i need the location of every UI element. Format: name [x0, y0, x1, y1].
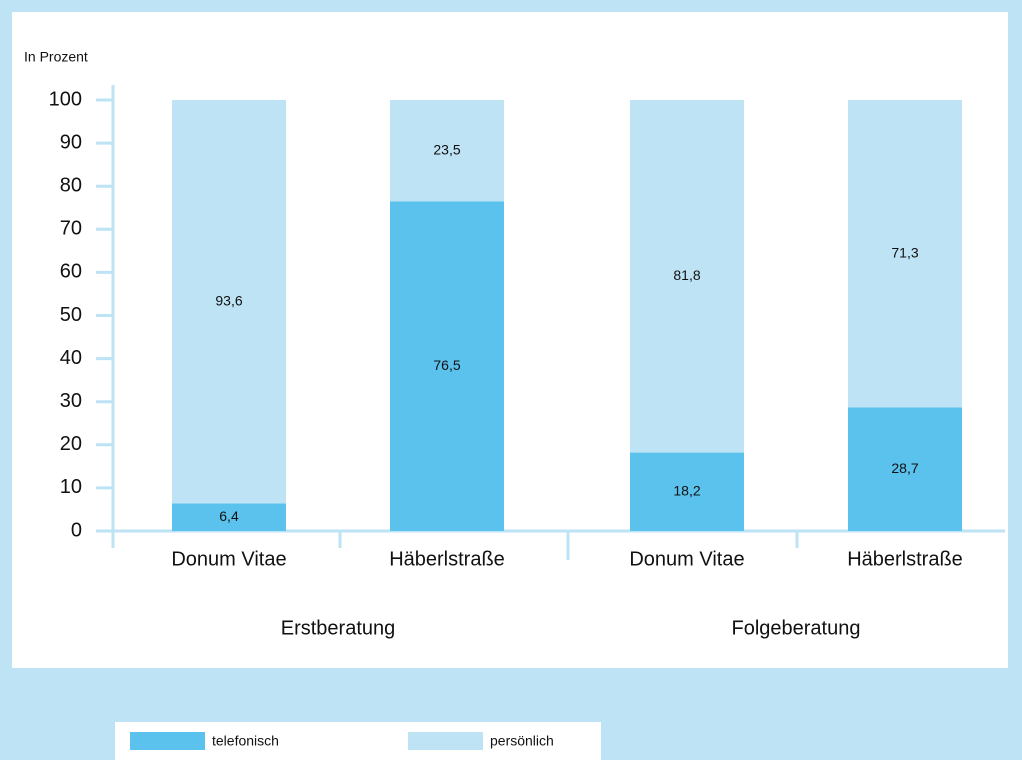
y-tick-label: 60 — [60, 261, 82, 283]
legend-label: persönlich — [490, 733, 554, 749]
x-tick-label: Donum Vitae — [629, 548, 744, 570]
x-tick-label: Donum Vitae — [171, 548, 286, 570]
group-label: Erstberatung — [281, 617, 396, 639]
value-label: 6,4 — [219, 508, 239, 524]
y-tick-label: 10 — [60, 476, 82, 498]
value-label: 81,8 — [673, 267, 700, 283]
bar-segment — [630, 100, 744, 453]
y-tick-label: 20 — [60, 433, 82, 455]
legend-swatch — [130, 732, 205, 750]
value-label: 18,2 — [673, 482, 700, 498]
y-tick-label: 70 — [60, 218, 82, 240]
value-label: 76,5 — [433, 357, 460, 373]
bar-segment — [390, 100, 504, 202]
bar-segment — [390, 201, 504, 531]
x-tick-label: Häberlstraße — [847, 548, 963, 570]
bar-segment — [630, 452, 744, 531]
legend-label: telefonisch — [212, 733, 279, 749]
value-label: 93,6 — [215, 292, 242, 308]
y-tick-label: 50 — [60, 304, 82, 326]
value-label: 23,5 — [433, 141, 460, 157]
y-tick-label: 0 — [71, 519, 82, 541]
group-label: Folgeberatung — [732, 617, 861, 639]
bar-segment — [848, 100, 962, 408]
y-tick-label: 90 — [60, 131, 82, 153]
x-tick-label: Häberlstraße — [389, 548, 505, 570]
y-tick-label: 30 — [60, 390, 82, 412]
y-tick-label: 40 — [60, 347, 82, 369]
bar-segment — [172, 100, 286, 504]
value-label: 28,7 — [891, 460, 918, 476]
bar-segment — [848, 407, 962, 531]
value-label: 71,3 — [891, 244, 918, 260]
y-axis-label: In Prozent — [24, 49, 88, 65]
bar-segment — [172, 503, 286, 531]
y-tick-label: 80 — [60, 174, 82, 196]
y-tick-label: 100 — [49, 88, 82, 110]
legend-swatch — [408, 732, 483, 750]
